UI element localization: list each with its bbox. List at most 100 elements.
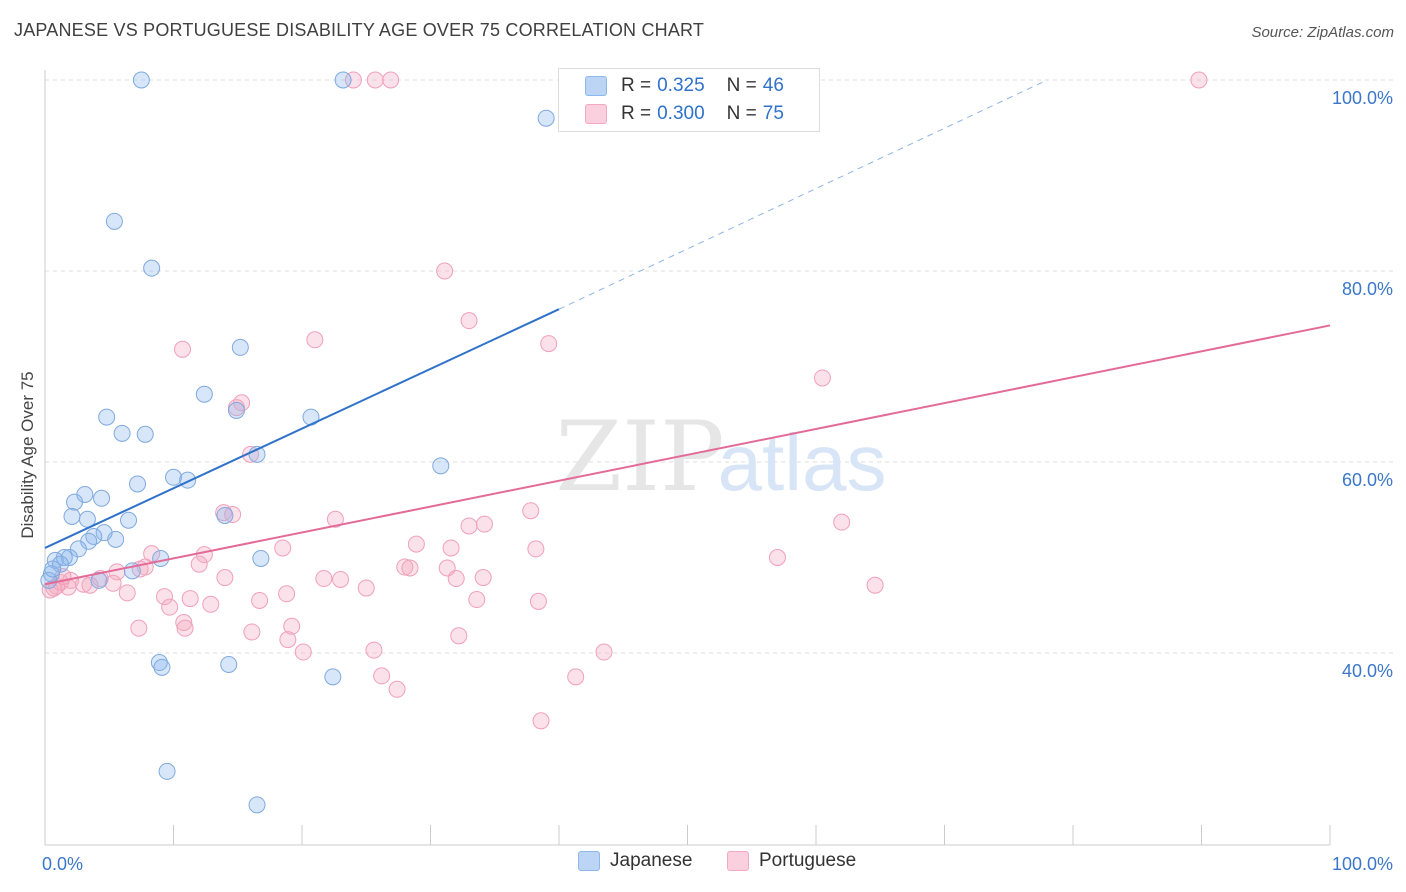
japanese-point xyxy=(107,530,125,548)
portuguese-point xyxy=(527,540,545,558)
japanese-swatch xyxy=(585,76,607,96)
japanese-trend-line xyxy=(44,308,560,549)
x-tick-label: 100.0% xyxy=(1332,854,1393,874)
portuguese-point xyxy=(202,595,220,613)
japanese-point xyxy=(432,457,450,475)
portuguese-point xyxy=(104,574,122,592)
portuguese-point xyxy=(173,340,191,358)
portuguese-point xyxy=(130,619,148,637)
japanese-point xyxy=(153,658,171,676)
japanese-point xyxy=(85,527,103,545)
portuguese-point xyxy=(468,591,486,609)
japanese-point xyxy=(227,401,245,419)
portuguese-point xyxy=(181,590,199,608)
bottom-legend-japanese: Japanese xyxy=(578,850,692,872)
portuguese-point xyxy=(407,535,425,553)
portuguese-point xyxy=(216,569,234,587)
portuguese-point xyxy=(283,617,301,635)
portuguese-point xyxy=(768,549,786,566)
bottom-legend-portuguese-label: Portuguese xyxy=(759,850,857,871)
portuguese-point xyxy=(401,559,419,577)
japanese-point xyxy=(66,493,84,511)
watermark-atlas: atlas xyxy=(718,418,887,507)
japanese-point xyxy=(60,549,78,566)
portuguese-point xyxy=(595,643,613,661)
x-tick-label: 0.0% xyxy=(42,854,83,874)
portuguese-point xyxy=(243,623,261,641)
y-axis-label: Disability Age Over 75 xyxy=(18,371,37,539)
legend-n-value-japanese: 46 xyxy=(762,75,784,96)
legend-row-japanese: R = 0.325 N = 46 xyxy=(559,71,784,101)
portuguese-point xyxy=(450,627,468,645)
watermark-zip: ZIP xyxy=(555,401,724,513)
watermark: ZIP atlas xyxy=(555,401,886,513)
portuguese-point xyxy=(460,517,478,535)
japanese-points xyxy=(40,71,555,814)
portuguese-point xyxy=(175,613,193,631)
portuguese-point xyxy=(274,539,292,557)
portuguese-point xyxy=(315,570,333,588)
portuguese-point xyxy=(344,71,362,89)
correlation-legend: R = 0.325 N = 46 R = 0.300 N = 75 xyxy=(558,68,820,132)
japanese-point xyxy=(152,549,170,567)
gridlines xyxy=(45,79,1395,654)
portuguese-point xyxy=(1190,71,1208,89)
portuguese-points xyxy=(41,71,1208,730)
japanese-swatch xyxy=(578,851,600,871)
portuguese-point xyxy=(176,619,194,637)
portuguese-point xyxy=(447,570,465,588)
portuguese-point xyxy=(813,369,831,387)
portuguese-point xyxy=(567,668,585,686)
tick-labels: 40.0% 60.0% 80.0% 100.0% 0.0% 100.0% xyxy=(42,88,1393,874)
japanese-point xyxy=(158,762,176,780)
legend-row-portuguese: R = 0.300 N = 75 xyxy=(559,99,784,129)
portuguese-point xyxy=(326,510,344,528)
source-label: Source: ZipAtlas.com xyxy=(1251,24,1394,41)
portuguese-point xyxy=(442,539,460,557)
portuguese-point xyxy=(190,555,208,573)
portuguese-point xyxy=(532,712,550,730)
legend-r-value-japanese: 0.325 xyxy=(657,75,705,96)
portuguese-point xyxy=(365,641,383,659)
japanese-point xyxy=(98,408,116,426)
portuguese-point xyxy=(161,598,179,616)
portuguese-point xyxy=(833,513,851,531)
japanese-point xyxy=(129,475,147,493)
japanese-point xyxy=(40,571,58,589)
y-tick-label: 60.0% xyxy=(1342,470,1393,490)
portuguese-point xyxy=(460,312,478,330)
portuguese-point xyxy=(388,680,406,698)
japanese-point xyxy=(231,338,249,356)
japanese-point xyxy=(195,385,213,403)
japanese-point xyxy=(334,71,352,89)
legend-r-label: R = xyxy=(621,75,652,96)
japanese-point xyxy=(113,424,131,442)
portuguese-point xyxy=(529,592,547,610)
portuguese-point xyxy=(251,591,269,609)
portuguese-point xyxy=(396,558,414,576)
portuguese-point xyxy=(278,585,296,603)
portuguese-swatch xyxy=(585,104,607,124)
y-tick-label: 80.0% xyxy=(1342,279,1393,299)
portuguese-point xyxy=(366,71,384,89)
legend-r-value-portuguese: 0.300 xyxy=(657,103,705,124)
chart-title: JAPANESE VS PORTUGUESE DISABILITY AGE OV… xyxy=(14,20,705,40)
portuguese-point xyxy=(279,631,297,649)
japanese-point xyxy=(150,654,168,672)
portuguese-point xyxy=(156,588,174,606)
japanese-point xyxy=(63,507,81,525)
japanese-point xyxy=(132,71,150,89)
portuguese-point xyxy=(294,643,312,661)
trend-lines xyxy=(44,79,1331,586)
legend-r-label: R = xyxy=(621,103,652,124)
japanese-point xyxy=(105,212,123,230)
y-tick-label: 40.0% xyxy=(1342,661,1393,681)
portuguese-point xyxy=(382,71,400,89)
y-tick-label: 100.0% xyxy=(1332,88,1393,108)
bottom-legend-portuguese: Portuguese xyxy=(727,850,856,872)
portuguese-point xyxy=(357,579,375,597)
portuguese-point xyxy=(540,335,558,353)
japanese-point xyxy=(69,540,87,558)
japanese-trend-extension xyxy=(558,79,1048,310)
